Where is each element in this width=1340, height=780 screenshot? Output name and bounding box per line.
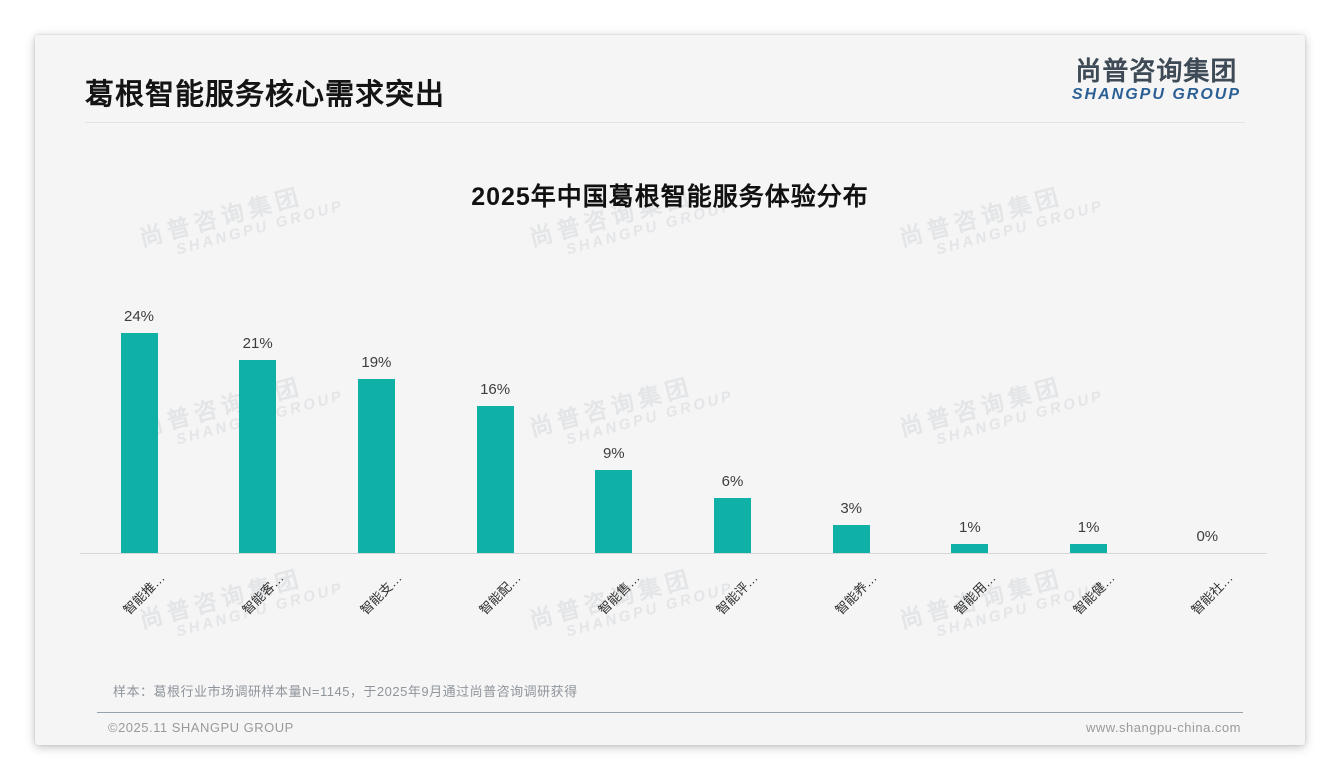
bar-value-label: 1%: [959, 519, 981, 536]
bar-chart: 24% 智能推… 21% 智能客… 19% 智能支… 16% 智能配… 9% 智能售… 6% 智能评……: [35, 35, 1305, 745]
logo-chinese-text: 尚普咨询集团: [1075, 56, 1238, 86]
slide: 尚普咨询集团 SHANGPU GROUP 尚普咨询集团 SHANGPU GROUP 尚普…: [35, 35, 1305, 745]
x-axis-line: [80, 553, 1267, 554]
company-logo: 尚普咨询集团 SHANGPU GROUP: [1071, 56, 1241, 104]
bar: [714, 498, 751, 553]
bar-value-label: 0%: [1196, 528, 1219, 545]
bar-value-label: 3%: [840, 500, 863, 517]
bar-value-label: 6%: [721, 473, 744, 490]
x-tick-label: 智能支…: [357, 570, 406, 618]
copyright-text: ©2025.11 SHANGPU GROUP: [108, 720, 294, 735]
x-tick-label: 智能健…: [1069, 570, 1118, 618]
bar: [239, 360, 277, 553]
x-tick-label: 智能评…: [713, 570, 762, 618]
title-divider: [85, 122, 1245, 123]
bar-value-label: 19%: [361, 354, 392, 371]
bar: [476, 406, 514, 553]
x-tick-label: 智能推…: [120, 570, 168, 618]
bar-value-label: 9%: [602, 445, 625, 462]
chart-title: 2025年中国葛根智能服务体验分布: [471, 183, 869, 211]
x-tick-label: 智能用…: [951, 570, 999, 618]
bar: [595, 470, 633, 553]
bar-value-label: 21%: [242, 335, 273, 352]
bar: [120, 333, 158, 553]
bar: [1070, 544, 1108, 553]
x-tick-label: 智能客…: [239, 570, 287, 618]
website-url: www.shangpu-china.com: [1085, 720, 1241, 735]
bar-value-label: 1%: [1077, 519, 1100, 536]
x-tick-label: 智能配…: [476, 570, 524, 618]
x-tick-label: 智能售…: [595, 570, 643, 618]
page-title: 葛根智能服务核心需求突出: [85, 79, 446, 111]
bar: [357, 379, 395, 553]
bar-value-label: 24%: [123, 308, 155, 325]
sample-note: 样本：葛根行业市场调研样本量N=1145，于2025年9月通过尚普咨询调研获得: [113, 684, 578, 699]
bar-value-label: 16%: [480, 381, 511, 398]
x-tick-label: 智能社…: [1188, 570, 1237, 618]
bar: [951, 544, 989, 553]
x-tick-label: 智能养…: [832, 570, 880, 618]
footer-divider: [97, 712, 1243, 713]
bar: [832, 525, 870, 553]
logo-english-text: SHANGPU GROUP: [1071, 85, 1241, 103]
